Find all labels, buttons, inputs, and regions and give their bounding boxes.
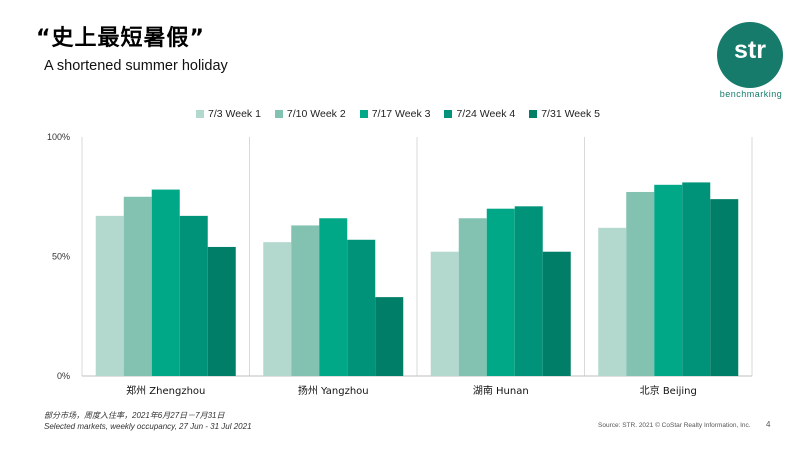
bar bbox=[682, 182, 711, 376]
legend-label: 7/24 Week 4 bbox=[456, 108, 516, 120]
bar bbox=[654, 184, 683, 376]
legend-item: 7/17 Week 3 bbox=[359, 108, 431, 120]
page-title: “史上最短暑假” bbox=[36, 26, 205, 51]
page-subtitle: A shortened summer holiday bbox=[44, 58, 228, 74]
footnote-english: Selected markets, weekly occupancy, 27 J… bbox=[44, 422, 252, 431]
bar bbox=[542, 251, 571, 376]
y-tick-label: 0% bbox=[57, 371, 70, 381]
logo-text: str bbox=[734, 36, 766, 64]
bar bbox=[95, 215, 124, 376]
bar bbox=[514, 206, 543, 376]
legend-label: 7/31 Week 5 bbox=[541, 108, 600, 120]
bar bbox=[347, 239, 376, 376]
legend-item: 7/24 Week 4 bbox=[444, 108, 515, 120]
x-category-label: 扬州 Yangzhou bbox=[298, 384, 369, 397]
bar bbox=[151, 189, 180, 376]
legend-item: 7/3 Week 1 bbox=[196, 108, 261, 120]
logo-subtext: benchmarking bbox=[719, 89, 783, 99]
legend-swatch bbox=[444, 110, 453, 118]
legend-item: 7/10 Week 2 bbox=[274, 108, 346, 120]
source-note: Source: STR. 2021 © CoStar Realty Inform… bbox=[598, 422, 751, 429]
legend-label: 7/3 Week 1 bbox=[208, 108, 261, 120]
legend-item: 7/31 Week 5 bbox=[529, 108, 600, 120]
bar bbox=[375, 297, 404, 376]
legend-swatch bbox=[359, 110, 368, 118]
y-tick-label: 50% bbox=[52, 252, 70, 262]
bar bbox=[710, 199, 739, 376]
bar bbox=[626, 191, 655, 376]
bar bbox=[458, 218, 487, 376]
bar bbox=[123, 196, 152, 376]
bar bbox=[430, 251, 459, 376]
x-category-label: 湖南 Hunan bbox=[473, 384, 529, 397]
legend-swatch bbox=[529, 110, 538, 118]
footnote-chinese: 部分市场，周度入住率，2021年6月27日－7月31日 bbox=[44, 411, 225, 420]
page-number: 4 bbox=[766, 420, 771, 429]
bar bbox=[598, 227, 627, 376]
legend-swatch bbox=[196, 110, 204, 118]
bar bbox=[486, 208, 515, 376]
str-logo: str bbox=[717, 22, 783, 88]
bar bbox=[263, 242, 292, 376]
legend-label: 7/10 Week 2 bbox=[286, 108, 346, 120]
bar bbox=[179, 215, 208, 376]
bar bbox=[207, 246, 236, 376]
chart-legend: 7/3 Week 1 7/10 Week 2 7/17 Week 3 7/24 Wee… bbox=[196, 108, 600, 120]
legend-label: 7/17 Week 3 bbox=[371, 108, 431, 120]
y-tick-label: 100% bbox=[47, 132, 70, 142]
bar bbox=[291, 225, 320, 376]
x-category-label: 郑州 Zhengzhou bbox=[126, 384, 205, 397]
legend-swatch bbox=[274, 110, 283, 118]
x-category-label: 北京 Beijing bbox=[640, 384, 697, 397]
bar bbox=[319, 218, 348, 376]
